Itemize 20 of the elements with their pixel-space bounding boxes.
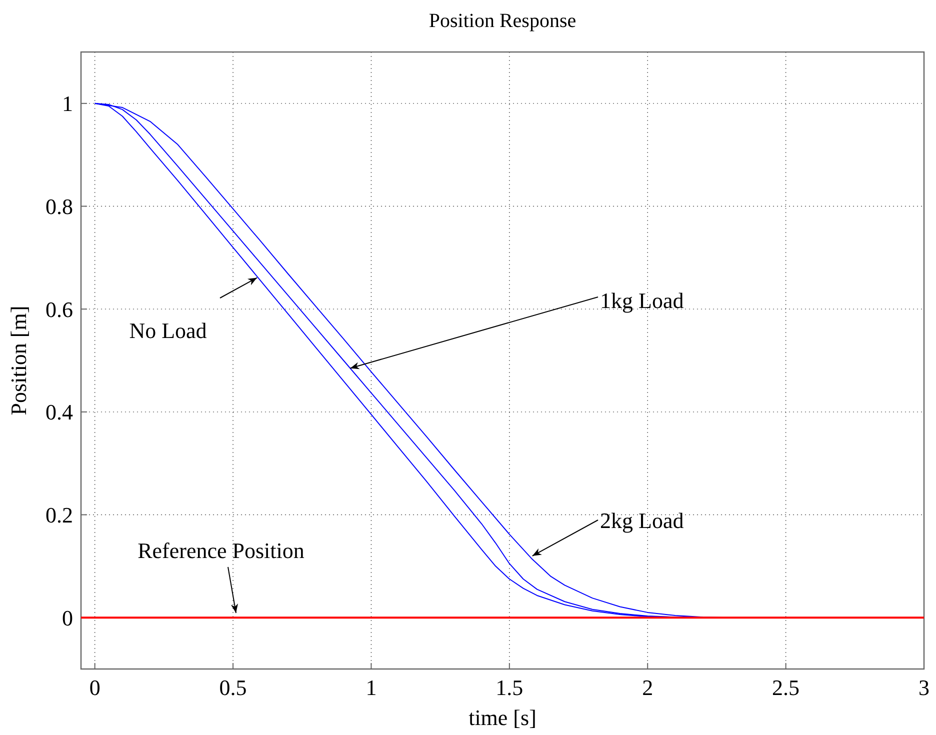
- ref-line-label: Reference Position: [138, 538, 304, 563]
- y-tick-label: 0.2: [46, 502, 73, 528]
- annotation: 1kg Load: [600, 288, 684, 313]
- annotation: 2kg Load: [600, 508, 684, 533]
- chart-title: Position Response: [428, 10, 576, 32]
- x-axis-title: time [s]: [468, 705, 536, 730]
- y-tick-label: 0.8: [46, 194, 73, 219]
- x-tick-label: 3: [918, 675, 930, 700]
- y-tick-label: 0.4: [46, 400, 73, 425]
- y-tick-label: 1: [62, 91, 73, 116]
- x-tick-label: 2: [642, 675, 654, 700]
- x-tick-label: 1.5: [496, 675, 524, 700]
- annotation: No Load: [129, 318, 207, 343]
- y-tick-label: 0: [62, 605, 73, 630]
- y-tick-label: 0.6: [46, 296, 73, 322]
- x-tick-label: 1: [366, 675, 377, 700]
- x-tick-label: 0: [89, 675, 100, 700]
- x-tick-label: 0.5: [219, 675, 247, 700]
- y-axis-title: Position [m]: [6, 306, 31, 416]
- x-tick-label: 2.5: [772, 675, 800, 700]
